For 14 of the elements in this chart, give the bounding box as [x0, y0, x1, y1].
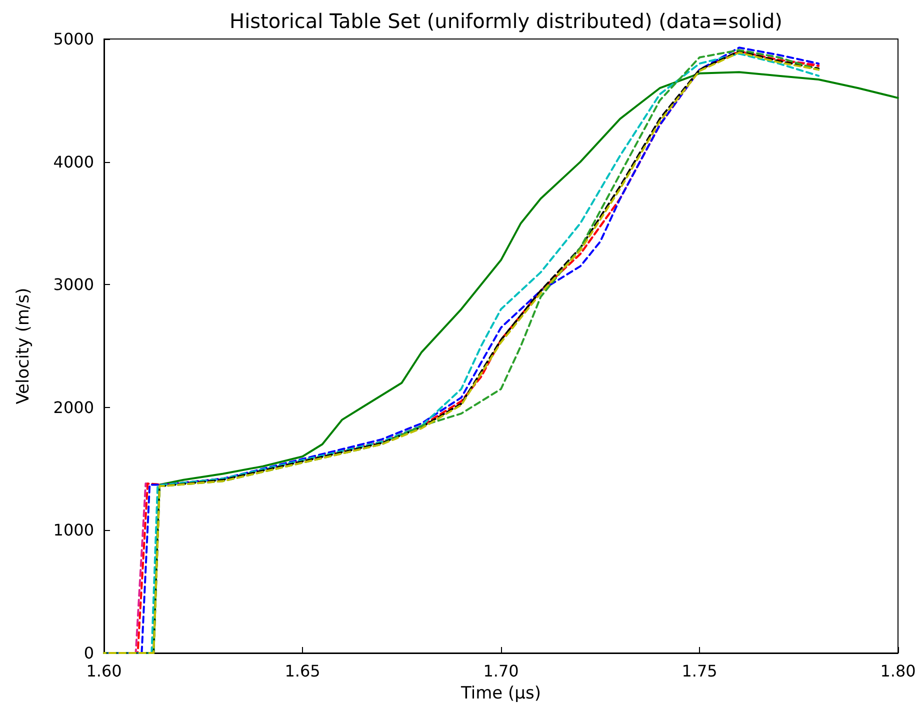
- y-axis-title: Velocity (m/s): [14, 288, 34, 404]
- x-tick-label: 1.65: [284, 662, 320, 680]
- x-tick-label: 1.80: [880, 662, 916, 680]
- x-tick-label: 1.75: [682, 662, 718, 680]
- x-tick-label: 1.60: [86, 662, 122, 680]
- y-tick-label: 1000: [53, 520, 94, 540]
- y-tick-label: 3000: [53, 275, 94, 294]
- y-tick-label: 4000: [53, 152, 94, 172]
- y-tick-label: 0: [84, 644, 94, 662]
- x-tick-label: 1.70: [483, 662, 519, 680]
- chart-title: Historical Table Set (uniformly distributed) (data=solid): [230, 9, 782, 33]
- y-tick-label: 5000: [53, 30, 94, 48]
- x-axis-title: Time (μs): [460, 684, 541, 704]
- y-tick-label: 2000: [53, 398, 94, 417]
